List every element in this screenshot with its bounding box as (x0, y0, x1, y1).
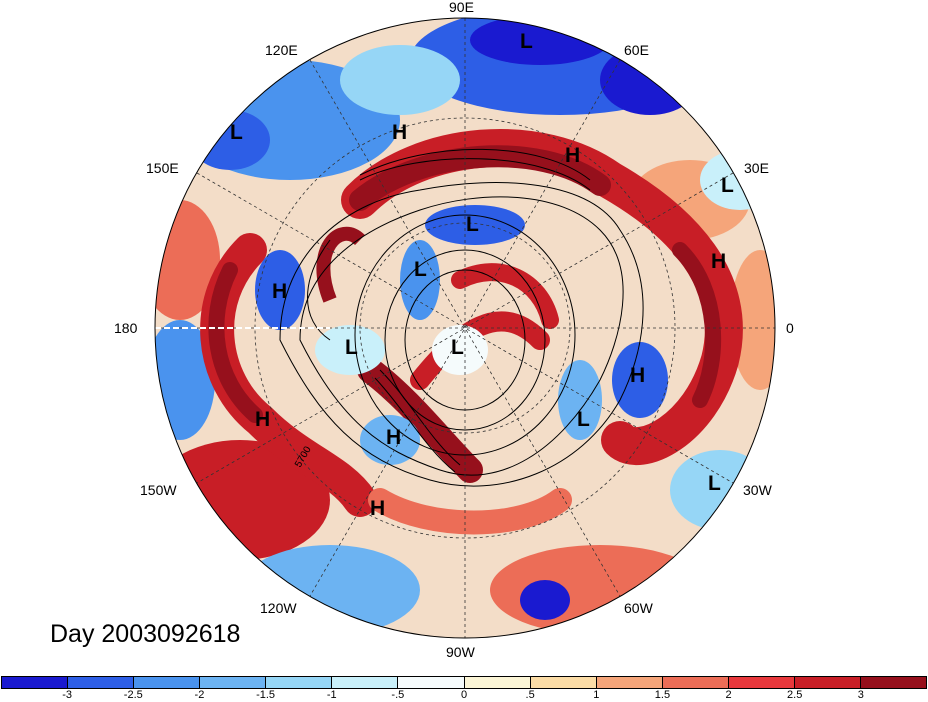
colorbar-segment (530, 677, 597, 688)
colorbar-tick-label: -3 (62, 689, 73, 701)
colorbar-tick-label: 1 (593, 689, 600, 701)
pressure-high-label: H (255, 408, 271, 431)
colorbar-tick-label: 0 (460, 689, 468, 701)
lon-label-60e: 60E (624, 42, 649, 58)
pressure-low-label: L (451, 336, 464, 359)
lon-label-180: 180 (114, 320, 138, 336)
pressure-high-label: H (386, 426, 402, 449)
lon-label-0: 0 (786, 320, 794, 336)
pressure-low-label: L (466, 213, 479, 236)
pressure-low-label: L (520, 30, 533, 53)
colorbar-segment (464, 677, 531, 688)
lon-label-90w: 90W (446, 644, 475, 660)
colorbar-tick-label: -2.5 (123, 689, 143, 701)
colorbar-segment (266, 677, 333, 688)
lon-label-60w: 60W (624, 600, 653, 616)
day-label: Day 2003092618 (50, 620, 241, 648)
pressure-high-label: H (711, 250, 727, 273)
lon-label-30e: 30E (744, 160, 769, 176)
pressure-high-label: H (370, 497, 386, 520)
colorbar-segment (2, 677, 69, 688)
colorbar-segment (861, 677, 927, 688)
colorbar-tick-label: .5 (525, 689, 535, 701)
colorbar-segment (134, 677, 201, 688)
colorbar-tick-label: 1.5 (654, 689, 671, 701)
colorbar-segment (794, 677, 862, 688)
colorbar-segment (596, 677, 663, 688)
colorbar-tick-label: 3 (857, 689, 864, 701)
pressure-low-label: L (414, 258, 427, 281)
pressure-low-label: L (721, 174, 734, 197)
pressure-low-label: L (230, 121, 243, 144)
colorbar-tick-label: -2 (194, 689, 205, 701)
lon-label-120w: 120W (260, 600, 297, 616)
lon-label-150e: 150E (146, 160, 179, 176)
colorbar-segment (332, 677, 399, 688)
anomaly-field (155, 18, 775, 638)
colorbar-segment (662, 677, 729, 688)
pressure-high-label: H (565, 144, 581, 167)
lon-label-150w: 150W (140, 482, 177, 498)
pressure-low-label: L (577, 408, 590, 431)
pressure-high-label: H (630, 364, 646, 387)
pressure-low-label: L (708, 472, 721, 495)
colorbar-segment (398, 677, 465, 688)
pressure-high-label: H (272, 280, 288, 303)
colorbar-segment (728, 677, 795, 688)
colorbar-segment (68, 677, 135, 688)
colorbar-tick-label: 2.5 (787, 689, 803, 701)
colorbar-tick-label: 2 (725, 689, 732, 701)
lon-label-120e: 120E (265, 42, 298, 58)
colorbar-tick-label: -1.5 (256, 689, 276, 701)
pressure-low-label: L (345, 336, 358, 359)
colorbar-segment (200, 677, 267, 688)
colorbar-tick-label: -.5 (391, 689, 405, 701)
lon-label-30w: 30W (743, 482, 772, 498)
pressure-high-label: H (392, 121, 408, 144)
lon-label-90e: 90E (449, 0, 474, 15)
colorbar (1, 676, 927, 689)
colorbar-tick-label: -1 (326, 689, 337, 701)
